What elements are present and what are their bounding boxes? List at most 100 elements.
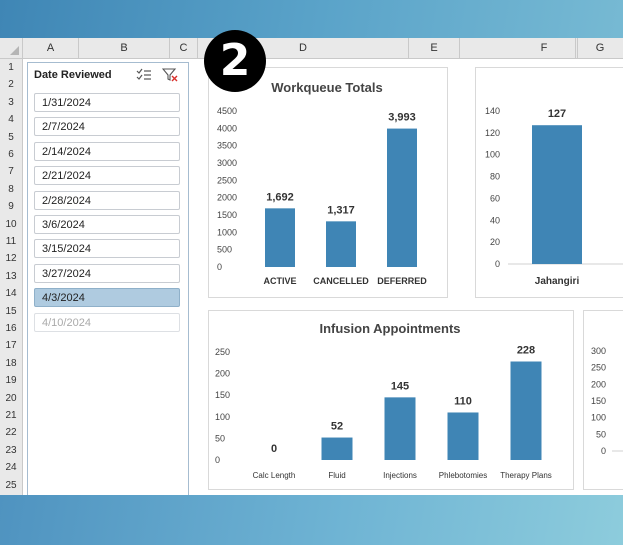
data-label: 110 [454,395,472,407]
data-label: 52 [331,421,343,433]
row-header-23[interactable]: 23 [5,444,17,456]
row-header-7[interactable]: 7 [8,166,14,178]
data-label: 127 [548,108,566,120]
y-tick-label: 4500 [217,106,237,116]
slicer-item[interactable]: 2/21/2024 [34,166,180,186]
slicer-item[interactable]: 2/28/2024 [34,190,180,210]
data-label: 3,993 [388,112,416,124]
row-header-8[interactable]: 8 [8,183,14,195]
row-header-24[interactable]: 24 [5,462,17,474]
row-header-22[interactable]: 22 [5,427,17,439]
row-header-11[interactable]: 11 [5,236,17,247]
column-header-c[interactable]: C [170,38,198,58]
row-header-1[interactable]: 1 [8,62,14,73]
category-label: Calc Length [253,471,296,480]
y-tick-label: 20 [490,237,500,247]
column-header-e[interactable]: E [409,38,460,58]
y-tick-label: 0 [601,446,606,456]
bar[interactable] [510,361,542,460]
row-header-6[interactable]: 6 [8,149,14,160]
bar[interactable] [326,221,356,267]
row-header-2[interactable]: 2 [8,79,14,91]
y-tick-label: 0 [215,455,220,465]
multi-select-icon[interactable] [136,68,152,82]
category-label: DEFERRED [377,276,427,286]
row-header-21[interactable]: 21 [5,410,17,421]
bar[interactable] [265,208,295,267]
partial-chart-svg: 0 50 100 150 200 250 300 [591,346,623,456]
category-label: Fluid [328,471,345,480]
category-label: Jahangiri [535,276,580,287]
bar[interactable] [447,412,479,460]
category-label: Injections [383,471,417,480]
date-reviewed-slicer[interactable]: Date Reviewed 1/31/2024 2/7/2024 2/14/2024… [27,62,189,495]
slicer-item[interactable]: 4/3/2024 [34,288,180,308]
row-header-16[interactable]: 16 [5,323,17,334]
row-header-25[interactable]: 25 [5,479,17,491]
column-header-a[interactable]: A [23,38,79,58]
row-header-19[interactable]: 19 [5,375,17,387]
bar[interactable] [532,125,582,264]
bar[interactable] [321,437,353,460]
y-tick-label: 50 [596,429,606,439]
row-header-20[interactable]: 20 [5,392,17,404]
slicer-item[interactable]: 4/10/2024 [34,312,180,332]
background-band [0,495,623,545]
y-tick-label: 250 [591,363,606,373]
y-tick-label: 120 [485,128,500,138]
slicer-item[interactable]: 3/15/2024 [34,239,180,259]
slicer-item[interactable]: 2/7/2024 [34,117,180,137]
column-header-d[interactable]: D [198,38,409,58]
row-header-9[interactable]: 9 [8,201,14,213]
y-tick-label: 0 [217,262,222,272]
data-label: 1,692 [266,191,294,203]
y-tick-label: 3500 [217,141,237,151]
y-tick-label: 0 [495,259,500,269]
workqueue-totals-svg: Workqueue Totals 0 500 1000 1500 2000 2500 3000… [217,80,427,286]
row-header-17[interactable]: 17 [5,340,17,352]
slicer-item[interactable]: 1/31/2024 [34,93,180,112]
column-header-g[interactable]: G [595,42,605,54]
row-header-5[interactable]: 5 [8,131,14,143]
row-header-4[interactable]: 4 [8,114,14,126]
slicer-item[interactable]: 3/6/2024 [34,215,180,234]
step-number-badge: 2 [204,30,266,92]
infusion-appointments-chart[interactable]: Infusion Appointments 0 50 100 150 200 250 0 Cal… [208,310,574,490]
y-tick-label: 60 [490,193,500,203]
y-tick-label: 250 [215,347,230,357]
provider-chart[interactable]: 0 20 40 60 80 100 120 140 127 Jahangiri [475,67,623,298]
y-tick-label: 2000 [217,193,237,203]
slicer-item[interactable]: 2/14/2024 [34,141,180,161]
workqueue-totals-chart[interactable]: Workqueue Totals 0 500 1000 1500 2000 2500 3000… [208,67,448,298]
bar[interactable] [387,128,417,267]
select-all-corner[interactable] [0,38,23,58]
row-header-18[interactable]: 18 [5,357,17,369]
data-label: 1,317 [327,204,355,216]
row-header-14[interactable]: 14 [5,288,17,300]
row-header-15[interactable]: 15 [5,305,17,317]
slicer-item[interactable]: 3/27/2024 [34,263,180,283]
slicer-title: Date Reviewed [34,69,112,81]
column-header-e-ext [460,38,578,58]
data-label: 228 [517,345,535,357]
bar[interactable] [384,397,416,460]
column-header-f[interactable]: F [513,38,576,58]
row-header-13[interactable]: 13 [5,270,17,282]
column-header-bar: A B C D E F G [0,38,623,59]
category-label: Therapy Plans [500,471,552,480]
column-header-b[interactable]: B [79,38,170,58]
row-header-10[interactable]: 10 [5,218,17,230]
spreadsheet: A B C D E F G 1 2 3 4 5 6 7 8 9 10 11 12 13 14 15 16 17 1… [0,38,623,495]
clear-filter-icon[interactable] [162,68,178,82]
chart-title: Workqueue Totals [271,80,382,95]
row-header-bar: 1 2 3 4 5 6 7 8 9 10 11 12 13 14 15 16 17 18 19 20 21 22 23 24 2… [0,59,23,495]
y-tick-label: 40 [490,215,500,225]
y-tick-label: 300 [591,346,606,356]
y-tick-label: 150 [215,390,230,400]
y-tick-label: 80 [490,172,500,182]
partial-chart[interactable]: 0 50 100 150 200 250 300 [583,310,623,490]
y-tick-label: 3000 [217,158,237,168]
y-tick-label: 2500 [217,175,237,185]
row-header-3[interactable]: 3 [8,96,14,108]
row-header-12[interactable]: 12 [5,253,17,265]
